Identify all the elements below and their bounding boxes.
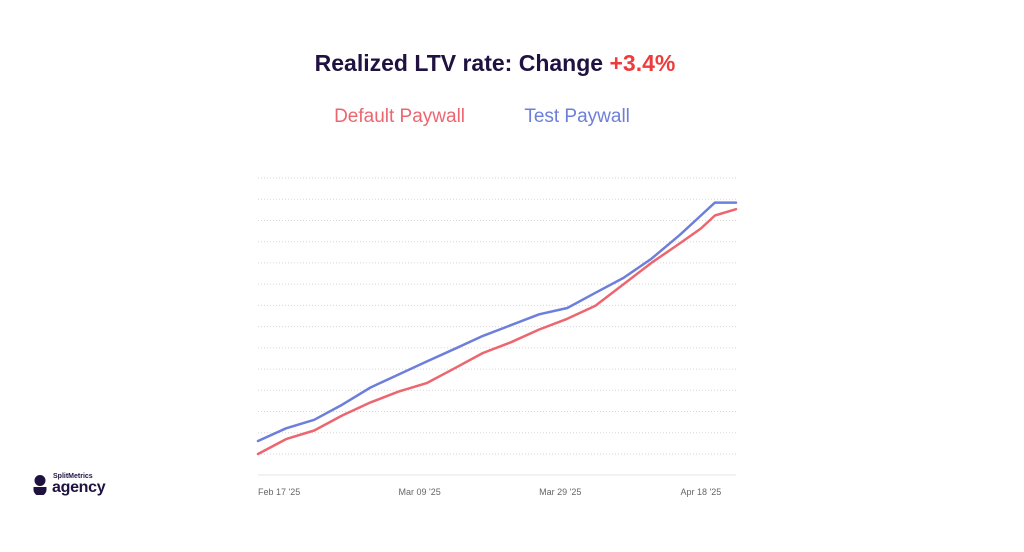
legend-item-default-paywall: Default Paywall xyxy=(334,106,466,127)
x-tick-label: Mar 09 '25 xyxy=(399,487,441,497)
logo-mark-icon xyxy=(33,475,47,495)
x-tick-label: Feb 17 '25 xyxy=(258,487,300,497)
logo-agency-word: agency xyxy=(52,479,106,496)
chart-legend: Default Paywall Test Paywall xyxy=(0,106,964,128)
legend-item-test-paywall: Test Paywall xyxy=(524,106,630,127)
chart-title-prefix: Realized LTV rate: Change xyxy=(314,50,610,76)
logo-company-name: SplitMetrics xyxy=(53,473,93,480)
x-tick-label: Apr 18 '25 xyxy=(680,487,721,497)
chart-title-change: +3.4% xyxy=(609,50,676,76)
series-line-test-paywall xyxy=(256,201,738,443)
x-tick-label: Mar 29 '25 xyxy=(539,487,581,497)
chart-title: Realized LTV rate: Change +3.4% xyxy=(0,50,990,77)
series-line-default-paywall xyxy=(256,207,738,456)
